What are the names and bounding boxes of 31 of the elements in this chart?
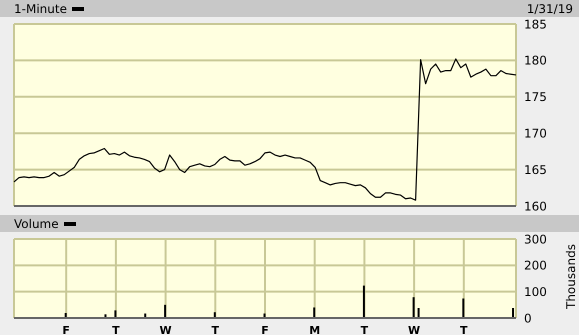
x-tick-label: T	[212, 324, 220, 335]
y-axis-title: Thousands	[564, 244, 578, 312]
x-tick-label: F	[62, 324, 70, 335]
bar	[164, 304, 166, 318]
y-tick-label: 185	[524, 17, 547, 32]
x-tick-label: M	[309, 324, 320, 335]
bar	[462, 298, 464, 318]
legend-label: Volume	[14, 217, 59, 231]
y-tick-label: 300	[524, 232, 547, 246]
y-tick-label: 165	[524, 162, 547, 177]
y-tick-label: 0	[524, 311, 532, 326]
bar	[512, 308, 514, 318]
y-tick-label: 180	[524, 54, 547, 68]
y-tick-label: 175	[524, 90, 547, 104]
bar	[418, 308, 420, 318]
y-tick-label: 160	[524, 199, 547, 214]
y-tick-label: 200	[524, 258, 547, 273]
line-series	[13, 58, 517, 201]
bar	[313, 307, 316, 318]
x-tick-label: T	[112, 324, 120, 335]
x-tick-label: T	[360, 324, 369, 335]
bar	[412, 297, 415, 318]
x-tick-label: F	[261, 324, 269, 335]
x-tick-label: T	[460, 324, 468, 335]
text: 1/31/19	[526, 2, 573, 16]
x-tick-label: W	[408, 324, 420, 335]
legend-label: 1-Minute	[14, 2, 67, 16]
y-tick-label: 100	[524, 284, 547, 299]
bar	[362, 286, 365, 318]
x-tick-label: W	[160, 324, 172, 335]
y-tick-label: 170	[524, 126, 547, 140]
